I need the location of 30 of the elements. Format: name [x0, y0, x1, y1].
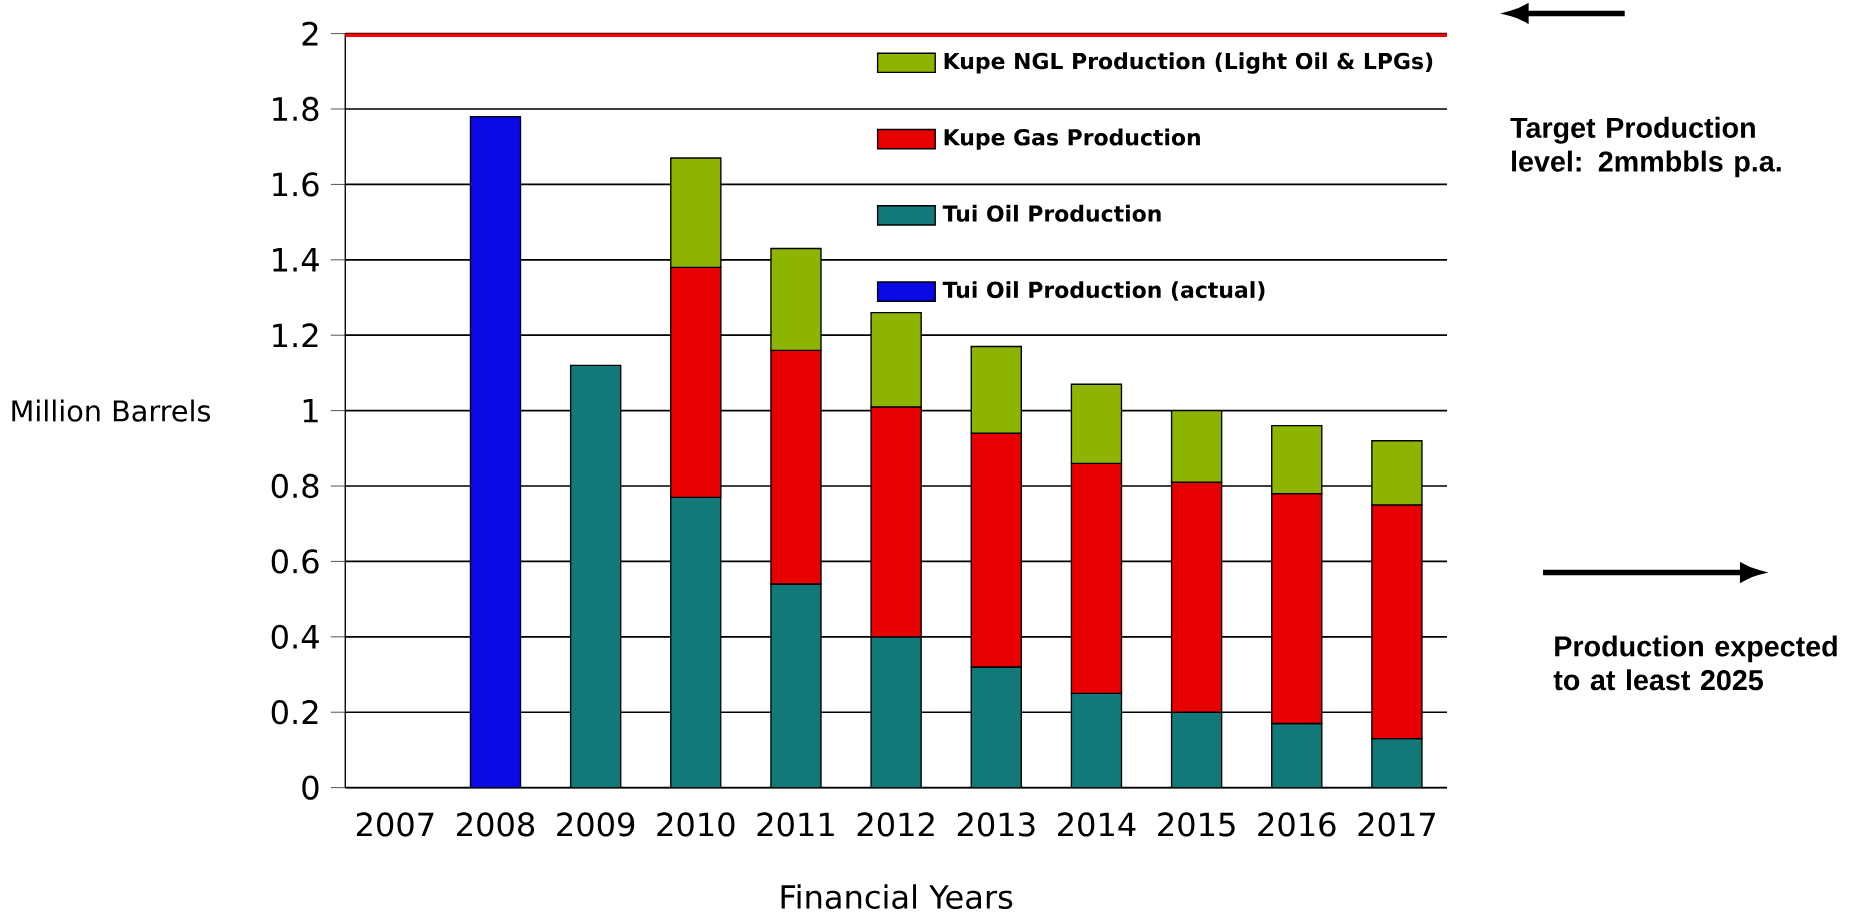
x-tick-label: 2008	[457, 812, 535, 837]
y-tick-label: 0.6	[271, 549, 319, 574]
legend-label: Kupe Gas Production	[944, 128, 1200, 151]
y-tick-label: 0.4	[271, 624, 319, 650]
x-tick-label: 2013	[957, 812, 1035, 837]
legend-label: Kupe NGL Production (Light Oil & LPGs)	[944, 52, 1433, 74]
y-tick-label: 1.4	[273, 248, 319, 272]
x-tick-label: 2007	[356, 812, 434, 837]
y-tick-label: 0	[302, 775, 319, 800]
y-tick-label: 1.8	[273, 97, 319, 122]
legend-label: Tui Oil Production	[942, 205, 1161, 223]
x-tick-label: 2016	[1258, 812, 1336, 837]
y-tick-label: 1.2	[273, 323, 318, 348]
x-tick-label: 2012	[857, 812, 934, 837]
x-tick-label: 2010	[657, 812, 735, 837]
x-tick-label: 2011	[757, 812, 834, 837]
text: Production expected to at least 2025	[1553, 635, 1837, 691]
text: Target Production level: 2mmbbls p.a.	[1510, 117, 1781, 178]
x-tick-label: 2015	[1158, 812, 1235, 837]
y-tick-label: 1	[303, 399, 318, 423]
x-tick-label: 2017	[1358, 812, 1435, 837]
y-axis-title: Million Barrels	[12, 399, 211, 422]
x-axis-title: Financial Years	[781, 884, 1013, 910]
y-tick-label: 2	[302, 21, 318, 46]
y-tick-label: 1.6	[273, 172, 319, 197]
y-tick-label: 0.8	[271, 474, 319, 499]
x-tick-label: 2014	[1057, 812, 1136, 837]
legend-label: Tui Oil Production (actual)	[942, 281, 1265, 301]
x-tick-label: 2009	[557, 812, 635, 837]
y-tick-label: 0.2	[271, 700, 318, 725]
